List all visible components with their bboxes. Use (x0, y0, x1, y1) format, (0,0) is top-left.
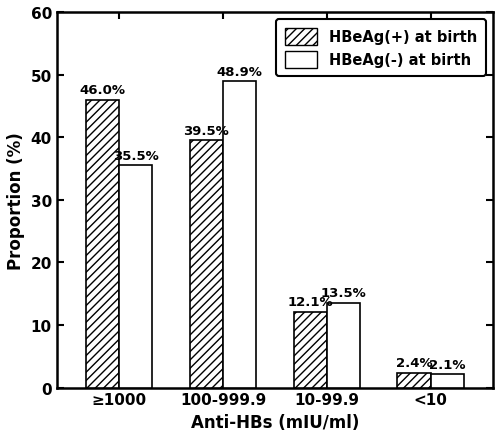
Bar (430, 374, 464, 388)
Bar (327, 304, 360, 388)
Text: 39.5%: 39.5% (184, 124, 229, 137)
Bar (294, 312, 327, 388)
Bar (398, 373, 430, 388)
X-axis label: Anti-HBs (mIU/ml): Anti-HBs (mIU/ml) (190, 413, 359, 431)
Bar (119, 166, 152, 388)
Text: 46.0%: 46.0% (80, 84, 126, 97)
Legend: HBeAg(+) at birth, HBeAg(-) at birth: HBeAg(+) at birth, HBeAg(-) at birth (276, 20, 486, 77)
Text: 48.9%: 48.9% (216, 66, 262, 78)
Text: 2.1%: 2.1% (429, 358, 466, 371)
Y-axis label: Proportion (%): Proportion (%) (7, 131, 25, 269)
Bar (86, 100, 119, 388)
Bar (223, 82, 256, 388)
Text: 35.5%: 35.5% (113, 149, 158, 162)
Text: 12.1%: 12.1% (288, 296, 333, 308)
Bar (190, 141, 223, 388)
Text: 13.5%: 13.5% (320, 287, 366, 300)
Text: 2.4%: 2.4% (396, 356, 432, 369)
